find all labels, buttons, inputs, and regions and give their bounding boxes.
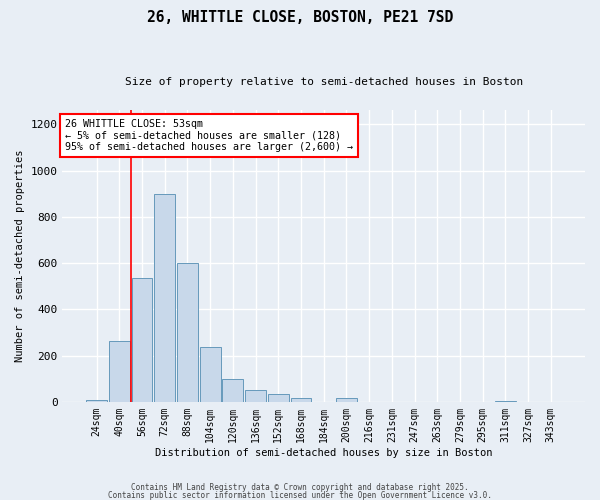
Bar <box>290 398 311 402</box>
Bar <box>154 194 175 402</box>
Bar <box>200 348 221 402</box>
Bar <box>268 394 289 402</box>
Text: 26, WHITTLE CLOSE, BOSTON, PE21 7SD: 26, WHITTLE CLOSE, BOSTON, PE21 7SD <box>147 10 453 25</box>
Text: Contains public sector information licensed under the Open Government Licence v3: Contains public sector information licen… <box>108 490 492 500</box>
Bar <box>336 398 357 402</box>
Bar <box>109 340 130 402</box>
Text: Contains HM Land Registry data © Crown copyright and database right 2025.: Contains HM Land Registry data © Crown c… <box>131 484 469 492</box>
Y-axis label: Number of semi-detached properties: Number of semi-detached properties <box>15 150 25 362</box>
Bar <box>177 263 198 402</box>
Bar <box>131 278 152 402</box>
Bar <box>495 400 516 402</box>
Text: 26 WHITTLE CLOSE: 53sqm
← 5% of semi-detached houses are smaller (128)
95% of se: 26 WHITTLE CLOSE: 53sqm ← 5% of semi-det… <box>65 119 353 152</box>
Bar <box>86 400 107 402</box>
Bar <box>223 378 244 402</box>
Title: Size of property relative to semi-detached houses in Boston: Size of property relative to semi-detach… <box>125 78 523 88</box>
X-axis label: Distribution of semi-detached houses by size in Boston: Distribution of semi-detached houses by … <box>155 448 493 458</box>
Bar <box>245 390 266 402</box>
